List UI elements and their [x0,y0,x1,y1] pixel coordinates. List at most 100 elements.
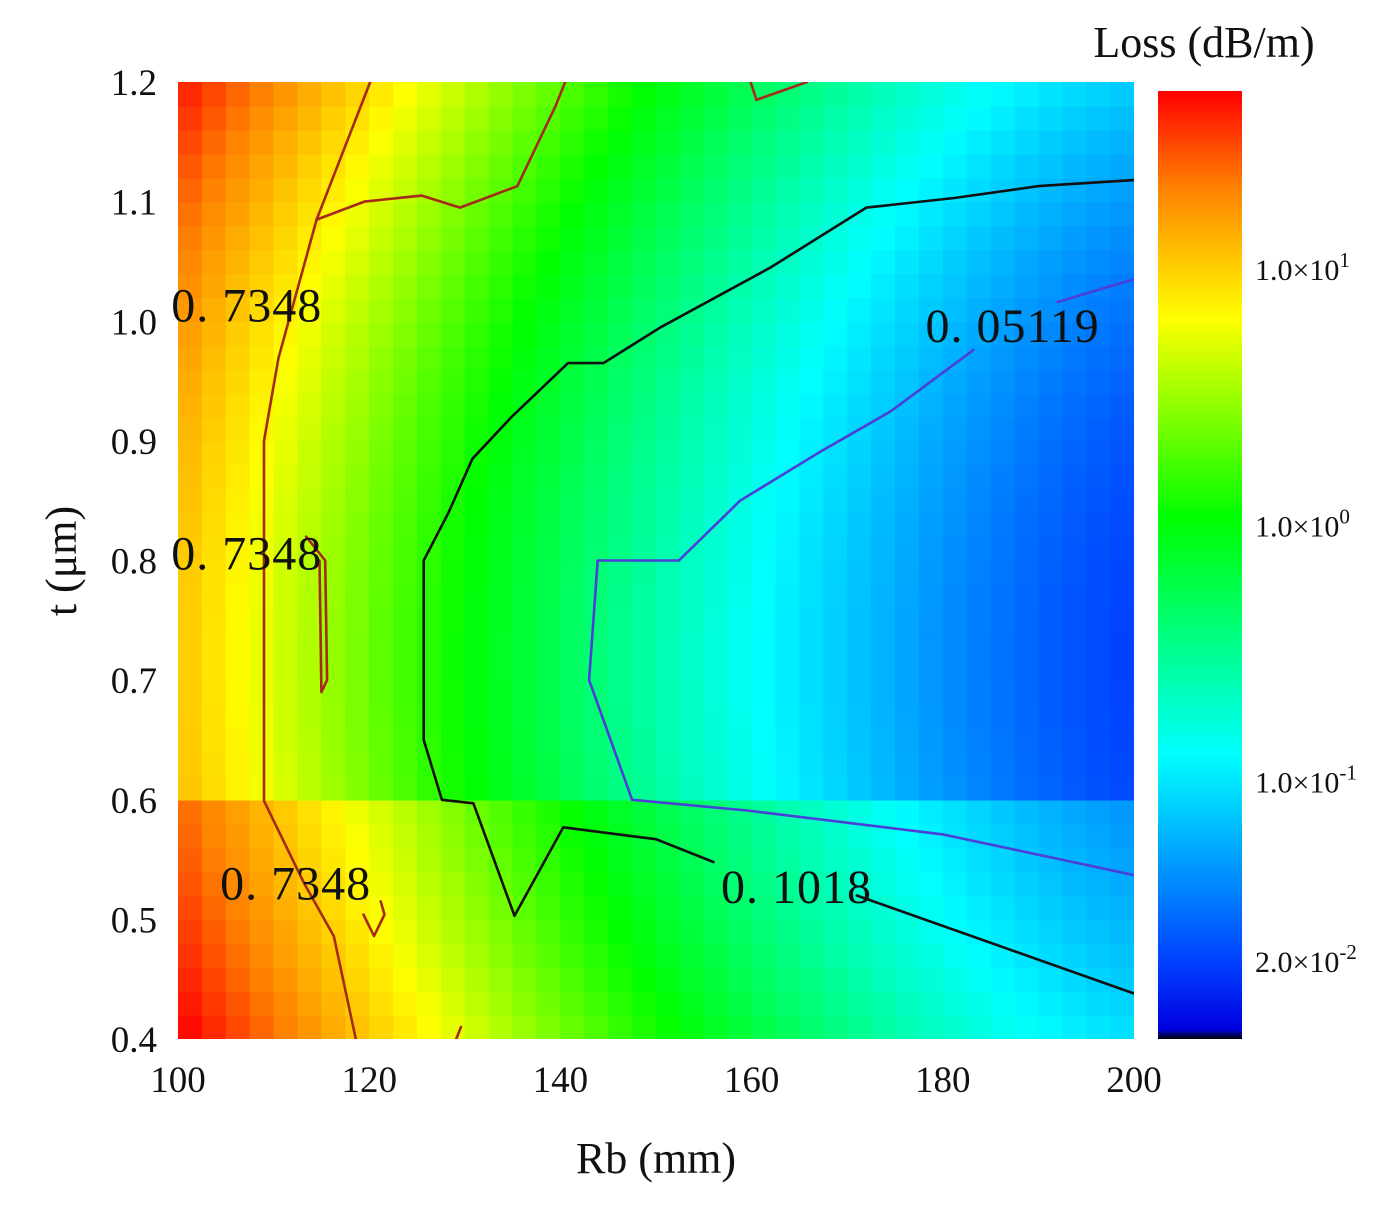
heatmap-cell [560,991,586,1016]
heatmap-cell [608,297,633,323]
heatmap-cell [727,608,753,634]
heatmap-cell [1062,512,1087,538]
heatmap-cell [918,321,944,346]
heatmap-cell [942,440,968,466]
heatmap-cell [440,584,466,610]
heatmap-cell [823,249,848,275]
heatmap-cell [1110,584,1134,610]
heatmap-cell [440,775,466,801]
heatmap-cell [942,680,968,705]
heatmap-cell [225,464,251,490]
heatmap-cell [464,369,490,394]
heatmap-cell [536,1015,562,1039]
heatmap-cell [178,105,203,131]
heatmap-cell [1062,584,1087,610]
heatmap-cell [560,536,586,562]
heatmap-cell [727,632,753,657]
heatmap-cell [1086,273,1111,299]
heatmap-cell [727,273,753,299]
heatmap-cell [273,943,299,969]
y-tick-label: 0.6 [111,781,157,822]
heatmap-cell [321,991,347,1016]
heatmap-cell [249,105,275,131]
heatmap-cell [560,871,586,897]
heatmap-cell [990,991,1016,1016]
heatmap-cell [679,512,705,538]
heatmap-cell [799,273,825,299]
heatmap-cell [560,129,586,155]
heatmap-cell [775,823,801,849]
heatmap-cell [536,129,562,155]
heatmap-cell [727,727,753,753]
heatmap-cell [799,129,825,155]
heatmap-cell [895,464,920,490]
heatmap-cell [512,536,538,562]
heatmap-cell [942,991,968,1016]
heatmap-cell [1038,345,1064,370]
heatmap-cell [488,464,514,490]
heatmap-cell [584,536,609,562]
heatmap-cell [895,823,920,849]
heatmap-cell [1062,105,1087,131]
heatmap-cell [799,177,825,203]
heatmap-cell [273,704,299,729]
heatmap-cell [464,680,490,705]
heatmap-cell [249,153,275,179]
heatmap-cell [1062,321,1087,346]
heatmap-cell [847,369,872,394]
heatmap-cell [345,273,370,299]
heatmap-cell [918,943,944,969]
heatmap-cell [369,727,394,753]
heatmap-cell [679,919,705,945]
heatmap-cell [297,82,323,107]
heatmap-cell [1062,249,1087,275]
heatmap-cell [440,273,466,299]
heatmap-cell [440,512,466,538]
contour-label: 0. 7348 [171,527,322,580]
heatmap-cell [966,82,992,107]
heatmap-cell [918,82,944,107]
heatmap-cell [751,704,777,729]
heatmap-cell [488,560,514,586]
heatmap-cell [775,105,801,131]
heatmap-cell [417,225,442,251]
heatmap-cell [512,345,538,370]
heatmap-cell [1014,440,1040,466]
heatmap-cell [297,608,323,634]
heatmap-cell [656,656,681,681]
heatmap-cell [512,440,538,466]
contour-lines [262,82,1134,1039]
heatmap-cell [1110,416,1134,442]
heatmap-cell [990,416,1016,442]
heatmap-cell [393,416,418,442]
heatmap-cell [799,560,825,586]
heatmap-cell [536,704,562,729]
heatmap-cell [727,871,753,897]
heatmap-cell [178,847,203,873]
heatmap-cell [417,560,442,586]
heatmap-cell [1110,967,1134,992]
heatmap-cell [488,153,514,179]
heatmap-cell [393,680,418,705]
heatmap-cell [369,560,394,586]
heatmap-cell [1038,991,1064,1016]
heatmap-cell [823,823,848,849]
heatmap-cell [488,943,514,969]
heatmap-cell [679,345,705,370]
heatmap-cell [369,943,394,969]
heatmap-cell [895,369,920,394]
heatmap-cell [1110,871,1134,897]
heatmap-cell [966,1015,992,1039]
heatmap-cell [464,225,490,251]
heatmap-cell [918,105,944,131]
heatmap-cell [942,632,968,657]
heatmap-cell [847,488,872,514]
heatmap-cell [799,656,825,681]
heatmap-cell [464,512,490,538]
heatmap-cell [608,393,633,418]
heatmap-cell [1014,273,1040,299]
heatmap-cell [345,727,370,753]
heatmap-cell [918,632,944,657]
heatmap-cell [273,751,299,777]
heatmap-cell [536,297,562,323]
